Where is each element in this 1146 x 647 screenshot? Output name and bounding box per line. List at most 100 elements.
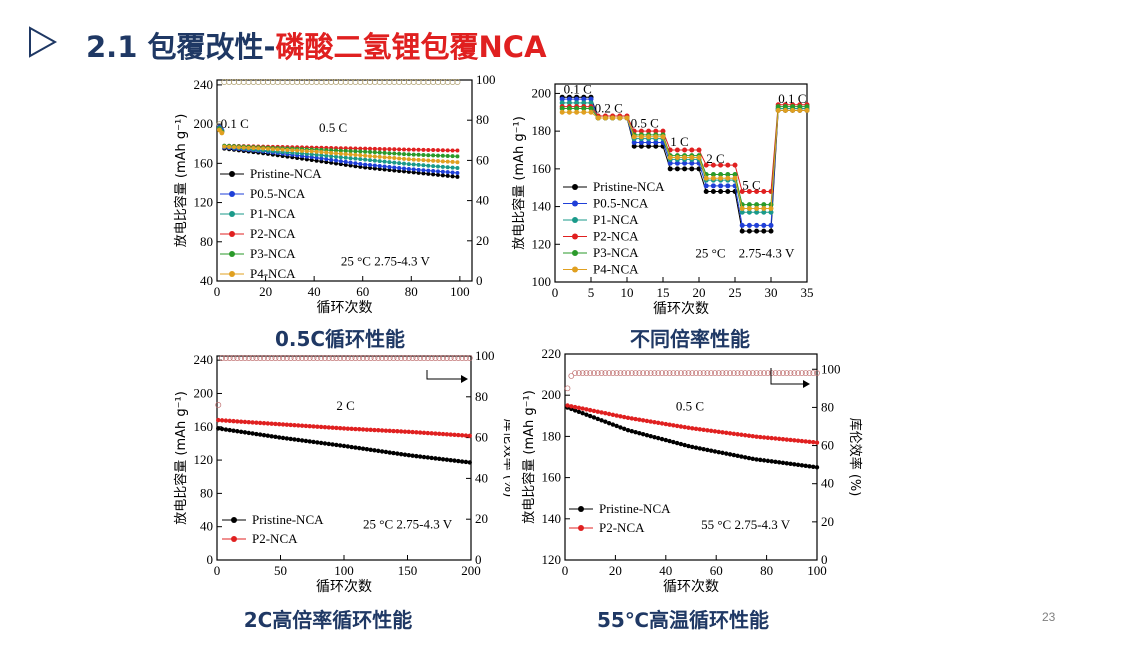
data-point — [682, 147, 688, 153]
data-point — [273, 421, 278, 427]
data-point — [777, 460, 782, 465]
data-point — [372, 146, 377, 151]
data-point — [660, 128, 666, 134]
data-point — [790, 104, 796, 110]
data-point — [450, 165, 455, 170]
data-point — [660, 134, 666, 140]
data-point — [277, 421, 282, 427]
data-point — [311, 424, 316, 429]
data-point — [450, 174, 455, 179]
data-point — [617, 115, 623, 121]
data-point — [710, 162, 716, 168]
data-point — [629, 429, 634, 434]
efficiency-point — [261, 355, 267, 361]
efficiency-point — [765, 370, 771, 376]
y2-tick-label: 20 — [476, 233, 489, 248]
data-point — [406, 166, 411, 171]
data-point — [337, 443, 343, 448]
data-point — [581, 106, 587, 112]
data-point — [703, 175, 709, 181]
data-point — [387, 428, 392, 434]
data-point — [690, 426, 695, 431]
data-point — [416, 157, 421, 162]
data-point — [725, 175, 731, 181]
data-point — [326, 441, 331, 447]
data-point — [269, 434, 274, 439]
data-point — [768, 222, 774, 228]
data-point — [667, 155, 673, 161]
data-point — [754, 202, 760, 208]
efficiency-point — [625, 370, 631, 376]
data-point — [703, 183, 709, 189]
data-point — [314, 152, 319, 157]
efficiency-point — [734, 370, 741, 376]
y-tick-label: 120 — [542, 552, 562, 567]
data-point — [618, 425, 623, 430]
data-point — [701, 427, 706, 433]
data-point — [667, 160, 673, 166]
y2-tick-label: 60 — [476, 152, 489, 167]
data-point — [659, 436, 665, 442]
data-point — [671, 439, 676, 445]
efficiency-point — [299, 355, 306, 361]
data-point — [343, 159, 348, 164]
data-point — [742, 433, 748, 438]
data-point — [599, 418, 604, 423]
data-point — [625, 428, 631, 433]
data-point — [710, 188, 716, 194]
efficiency-point — [738, 370, 745, 376]
y-tick-label: 40 — [200, 273, 213, 288]
data-point — [775, 107, 781, 113]
data-point — [303, 438, 309, 444]
data-point — [569, 404, 574, 409]
data-point — [606, 411, 612, 417]
legend-entry-p1-nca: P1-NCA — [250, 206, 296, 221]
data-point — [725, 183, 731, 189]
data-point — [602, 115, 608, 121]
data-point — [595, 416, 600, 422]
data-point — [768, 228, 774, 234]
y-axis-label: 放电比容量 (mAh g⁻¹) — [173, 114, 189, 248]
data-point — [765, 435, 771, 440]
data-point — [436, 164, 440, 169]
data-point — [426, 168, 431, 173]
data-point — [307, 423, 312, 429]
data-point — [358, 157, 363, 162]
data-point — [273, 434, 278, 440]
efficiency-point — [659, 370, 665, 376]
efficiency-point — [746, 370, 752, 376]
data-point — [750, 434, 755, 439]
data-point — [364, 447, 370, 452]
data-point — [348, 152, 353, 157]
data-point — [357, 445, 362, 451]
efficiency-point — [352, 355, 359, 361]
data-point — [353, 152, 358, 157]
data-point — [663, 421, 668, 427]
data-point — [566, 100, 572, 106]
data-point — [382, 164, 387, 169]
data-point — [338, 159, 343, 164]
data-point — [392, 165, 397, 170]
efficiency-point — [447, 355, 454, 361]
efficiency-point — [405, 355, 412, 361]
data-point — [450, 154, 455, 159]
data-point — [445, 170, 450, 175]
data-point — [731, 452, 737, 458]
data-point — [304, 151, 309, 156]
data-point — [689, 166, 695, 172]
data-point — [581, 100, 587, 106]
data-point — [671, 423, 676, 428]
data-point — [416, 152, 421, 157]
data-point — [631, 139, 637, 145]
data-point — [754, 434, 759, 439]
data-point — [292, 437, 297, 442]
annotation-rate-label: 0.5 C — [631, 115, 659, 130]
data-point — [334, 148, 338, 153]
data-point — [418, 454, 423, 459]
data-point — [383, 449, 389, 455]
data-point — [674, 160, 680, 166]
data-point — [411, 170, 416, 175]
data-point — [345, 426, 351, 431]
data-point — [353, 161, 358, 166]
data-point — [392, 156, 397, 161]
